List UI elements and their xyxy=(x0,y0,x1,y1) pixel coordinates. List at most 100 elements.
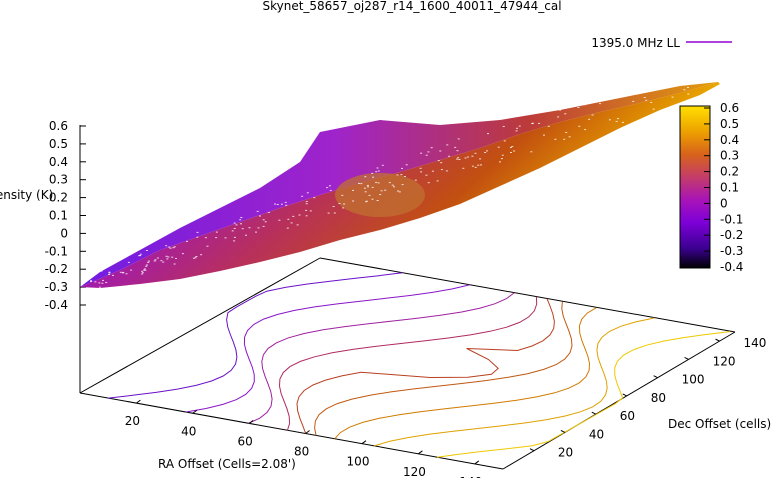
surface-highlight xyxy=(564,113,567,115)
surface-highlight xyxy=(632,100,635,102)
surface-highlight xyxy=(457,138,460,140)
colorbar-tick-label: -0.2 xyxy=(720,228,743,242)
legend-label: 1395.0 MHz LL xyxy=(591,36,680,50)
surface-highlight xyxy=(456,150,459,152)
surface-highlight xyxy=(154,259,157,261)
surface-highlight xyxy=(513,150,516,152)
surface-highlight xyxy=(306,192,309,194)
y-tick-label: 20 xyxy=(558,446,573,460)
surface-highlight xyxy=(462,167,465,169)
surface-highlight xyxy=(377,170,380,172)
surface-highlight xyxy=(464,157,467,159)
surface-highlight xyxy=(568,136,571,138)
surface-highlight xyxy=(375,171,378,173)
surface-highlight xyxy=(143,269,146,271)
surface-highlight xyxy=(301,195,304,197)
surface-highlight xyxy=(458,159,461,160)
surface-highlight xyxy=(100,270,103,272)
surface-highlight xyxy=(486,150,488,152)
x-axis-label: RA Offset (Cells=2.08') xyxy=(158,457,296,471)
surface-highlight xyxy=(341,194,344,196)
surface-highlight xyxy=(153,260,156,262)
surface-highlight xyxy=(440,162,443,164)
surface-highlight xyxy=(144,269,147,271)
surface-highlight xyxy=(456,158,459,160)
surface-highlight xyxy=(484,152,487,153)
surface-highlight xyxy=(141,270,144,272)
surface-highlight xyxy=(499,161,501,163)
x-tick-label: 100 xyxy=(347,455,370,469)
surface-highlight xyxy=(233,228,236,229)
surface-highlight xyxy=(138,255,141,257)
contour-line xyxy=(374,317,655,447)
surface-highlight xyxy=(698,72,700,74)
surface-highlight xyxy=(518,125,521,127)
surface-highlight xyxy=(379,194,382,195)
surface-highlight xyxy=(497,146,500,148)
surface-highlight xyxy=(332,206,335,207)
surface-highlight xyxy=(145,265,148,267)
surface-highlight xyxy=(626,77,629,79)
surface-highlight xyxy=(186,240,188,242)
surface-highlight xyxy=(531,123,534,125)
surface-highlight xyxy=(328,185,331,187)
surface-highlight xyxy=(371,198,374,200)
surface-highlight xyxy=(102,279,104,281)
surface-highlight xyxy=(94,281,97,283)
surface-highlight xyxy=(276,204,279,205)
x-tick-mark xyxy=(192,409,198,414)
surface-highlight xyxy=(578,125,581,127)
surface-highlight xyxy=(167,256,170,258)
surface-highlight xyxy=(384,189,387,191)
surface-highlight xyxy=(414,179,417,181)
surface-highlight xyxy=(652,108,655,110)
surface-highlight xyxy=(196,231,199,233)
chart-title: Skynet_58657_oj287_r14_1600_40011_47944_… xyxy=(262,0,561,13)
surface-highlight xyxy=(195,256,198,257)
surface-highlight xyxy=(360,183,363,185)
colorbar-tick-label: -0.4 xyxy=(720,260,743,274)
surface-highlight xyxy=(105,282,108,283)
contour-line xyxy=(334,307,597,440)
surface-highlight xyxy=(284,201,287,203)
surface-highlight xyxy=(515,130,518,132)
surface-highlight xyxy=(274,203,276,205)
surface-highlight xyxy=(231,230,234,232)
surface-highlight xyxy=(240,217,243,218)
surface-highlight xyxy=(90,281,92,282)
surface-highlight xyxy=(695,56,698,58)
surface-highlight xyxy=(278,219,281,221)
surface-highlight xyxy=(264,221,267,223)
z-tick-label: -0.4 xyxy=(45,298,68,312)
surface-highlight xyxy=(141,273,144,275)
surface-highlight xyxy=(454,146,457,148)
surface-highlight xyxy=(204,237,207,239)
surface-highlight xyxy=(502,126,505,127)
surface-highlight xyxy=(192,257,195,259)
z-tick-label: 0.4 xyxy=(49,155,68,169)
surface-highlight xyxy=(641,83,644,85)
contour-line xyxy=(314,301,573,436)
surface-highlight xyxy=(584,129,587,131)
y-tick-label: 120 xyxy=(713,354,736,368)
y-tick-label: 80 xyxy=(651,391,666,405)
surface-highlight xyxy=(181,253,184,255)
surface-highlight xyxy=(139,253,142,255)
surface-highlight xyxy=(583,104,586,106)
surface-highlight xyxy=(259,215,261,217)
surface-highlight xyxy=(215,237,218,239)
surface-highlight xyxy=(206,245,209,247)
surface-highlight xyxy=(671,96,674,98)
surface-highlight xyxy=(420,152,423,154)
surface-highlight xyxy=(397,190,400,192)
surface-highlight xyxy=(669,67,672,69)
surface-highlight xyxy=(285,204,288,206)
surface-highlight xyxy=(400,174,403,176)
contour-line xyxy=(278,296,538,431)
surface-highlight xyxy=(401,167,403,169)
surface-highlight xyxy=(342,207,345,209)
colorbar-tick-label: 0.1 xyxy=(720,181,739,195)
colorbar-tick-label: 0.4 xyxy=(720,133,739,147)
surface-highlight xyxy=(440,169,443,171)
surface-highlight xyxy=(582,95,585,97)
